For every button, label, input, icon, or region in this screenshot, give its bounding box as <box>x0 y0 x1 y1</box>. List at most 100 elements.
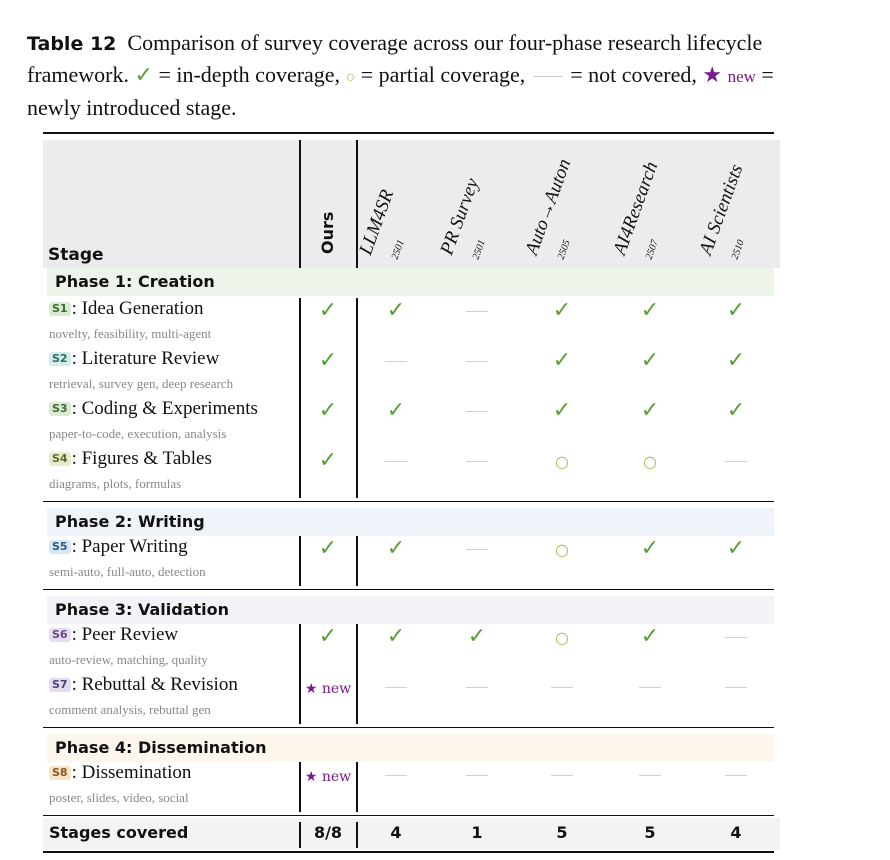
column-rule <box>299 762 301 812</box>
check-icon: ✓ <box>386 624 406 649</box>
coverage-cell: ✓ <box>620 398 680 424</box>
stage-name: : Dissemination <box>71 762 192 783</box>
check-icon: ✓ <box>726 348 746 373</box>
check-icon: ✓ <box>386 536 406 561</box>
caption-text-c: = partial coverage, <box>360 61 526 87</box>
stage-badge: S4 <box>49 452 71 466</box>
caption-text-a: Comparison of survey coverage across our… <box>27 30 763 87</box>
check-icon: ✓ <box>318 298 338 323</box>
star-icon: ★ <box>304 769 318 785</box>
check-icon: ✓ <box>552 298 572 323</box>
stage-name: : Paper Writing <box>71 536 188 557</box>
coverage-cell: ✓ <box>532 298 592 324</box>
stage-name: : Figures & Tables <box>71 448 212 469</box>
stage-row-title: S1: Idea Generation <box>49 298 203 320</box>
table-rule <box>43 851 774 853</box>
stage-badge: S6 <box>49 628 71 642</box>
stage-name: : Peer Review <box>71 624 179 645</box>
stages-covered-value: 5 <box>556 823 568 842</box>
stage-name: : Idea Generation <box>71 298 204 319</box>
stage-badge: S2 <box>49 352 71 366</box>
check-icon: ✓ <box>318 348 338 373</box>
new-label: new <box>321 769 352 785</box>
coverage-cell <box>366 762 426 788</box>
coverage-cell <box>447 348 507 374</box>
coverage-cell: ✓ <box>366 298 426 324</box>
stages-covered-value: 5 <box>644 823 656 842</box>
partial-icon: ○ <box>555 540 569 559</box>
coverage-cell <box>447 762 507 788</box>
coverage-cell <box>447 674 507 700</box>
dash-icon <box>533 75 562 77</box>
check-icon: ✓ <box>467 624 487 649</box>
coverage-cell: ✓ <box>706 348 766 374</box>
coverage-cell: ○ <box>532 536 592 563</box>
new-stage-cell: ★ new <box>293 676 363 702</box>
check-icon: ✓ <box>640 348 660 373</box>
dash-icon <box>551 686 573 688</box>
coverage-cell: ✓ <box>298 298 358 324</box>
stage-row-title: S3: Coding & Experiments <box>49 398 258 420</box>
stage-name: : Literature Review <box>71 348 220 369</box>
stage-subtitle: poster, slides, video, social <box>49 790 189 805</box>
star-icon: ★ <box>702 61 723 87</box>
caption-text-d: = not covered, <box>570 61 697 87</box>
column-rule <box>356 822 358 848</box>
stage-subtitle: comment analysis, rebuttal gen <box>49 702 211 717</box>
stage-subtitle: novelty, feasibility, multi-agent <box>49 326 212 341</box>
coverage-cell <box>620 674 680 700</box>
phase-header: Phase 3: Validation <box>47 596 774 624</box>
stage-row-title: S5: Paper Writing <box>49 536 188 558</box>
column-rule <box>356 624 358 724</box>
column-rule <box>299 140 301 268</box>
table-rule <box>43 589 774 590</box>
coverage-cell <box>366 448 426 474</box>
stage-badge: S3 <box>49 402 71 416</box>
coverage-cell: ✓ <box>620 624 680 650</box>
dash-icon <box>385 686 407 688</box>
table-label: Table 12 <box>27 33 117 55</box>
stages-covered-value: 4 <box>390 823 402 842</box>
check-icon: ✓ <box>386 398 406 423</box>
stage-row-title: S6: Peer Review <box>49 624 178 646</box>
check-icon: ✓ <box>318 398 338 423</box>
check-icon: ✓ <box>640 624 660 649</box>
column-rule <box>299 536 301 586</box>
coverage-cell: ✓ <box>298 448 358 474</box>
partial-icon: ○ <box>555 628 569 647</box>
coverage-cell: ✓ <box>298 398 358 424</box>
coverage-cell <box>447 298 507 324</box>
table-caption: Table 12 Comparison of survey coverage a… <box>27 28 817 124</box>
header-stage: Stage <box>48 245 104 265</box>
table-rule <box>43 132 774 134</box>
header-background <box>43 140 780 268</box>
coverage-cell: ✓ <box>366 536 426 562</box>
footer-background <box>43 818 780 850</box>
check-icon: ✓ <box>318 536 338 561</box>
coverage-cell <box>447 398 507 424</box>
coverage-cell <box>366 674 426 700</box>
dash-icon <box>639 774 661 776</box>
partial-icon: ○ <box>555 452 569 471</box>
stage-row-title: S8: Dissemination <box>49 762 191 784</box>
coverage-cell <box>447 536 507 562</box>
stage-subtitle: paper-to-code, execution, analysis <box>49 426 227 441</box>
stages-covered-value: 1 <box>471 823 483 842</box>
coverage-cell: ✓ <box>706 536 766 562</box>
dash-icon <box>551 774 573 776</box>
coverage-cell <box>366 348 426 374</box>
table-rule <box>43 815 774 816</box>
coverage-cell <box>620 762 680 788</box>
stage-subtitle: diagrams, plots, formulas <box>49 476 182 491</box>
table-rule <box>43 727 774 728</box>
coverage-cell: ✓ <box>298 624 358 650</box>
partial-icon: ○ <box>643 452 657 471</box>
coverage-cell <box>532 674 592 700</box>
coverage-cell: ✓ <box>298 348 358 374</box>
column-rule <box>356 140 358 268</box>
stage-subtitle: semi-auto, full-auto, detection <box>49 564 206 579</box>
coverage-cell: ✓ <box>366 624 426 650</box>
coverage-cell <box>706 674 766 700</box>
new-label: new <box>321 681 352 697</box>
dash-icon <box>466 410 488 412</box>
